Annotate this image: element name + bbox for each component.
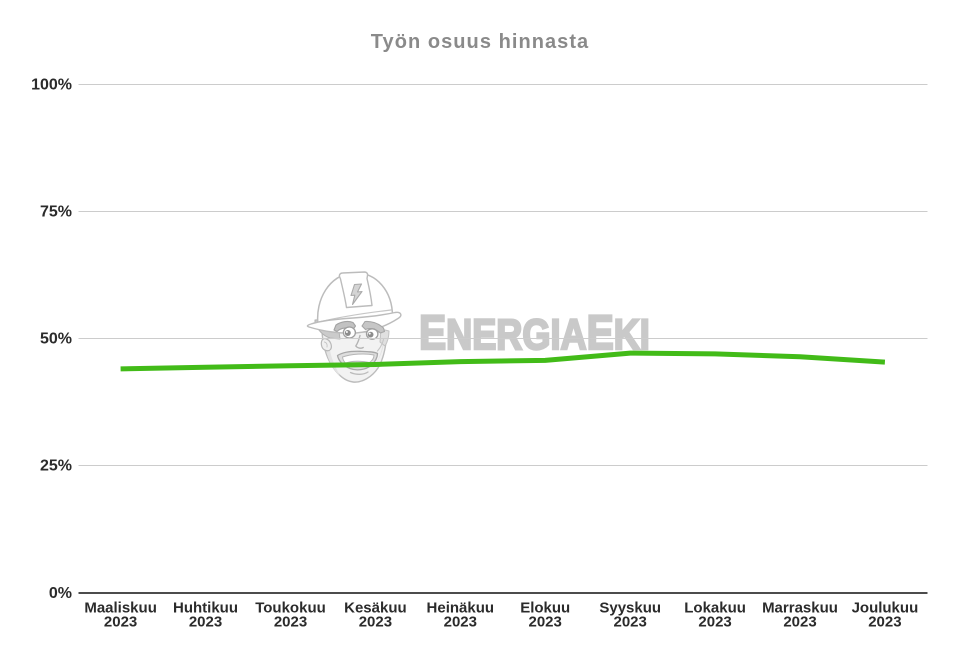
svg-text:2023: 2023 — [189, 614, 222, 631]
svg-text:Lokakuu: Lokakuu — [684, 600, 746, 617]
svg-text:2023: 2023 — [359, 614, 392, 631]
svg-text:Kesäkuu: Kesäkuu — [344, 600, 407, 617]
svg-text:2023: 2023 — [104, 614, 137, 631]
svg-text:Työn osuus hinnasta: Työn osuus hinnasta — [371, 31, 590, 53]
svg-text:100%: 100% — [31, 77, 72, 94]
svg-text:Maaliskuu: Maaliskuu — [84, 600, 157, 617]
svg-text:2023: 2023 — [698, 614, 731, 631]
svg-text:Huhtikuu: Huhtikuu — [173, 600, 238, 617]
svg-text:Joulukuu: Joulukuu — [852, 600, 919, 617]
svg-text:75%: 75% — [40, 204, 72, 221]
svg-text:2023: 2023 — [529, 614, 562, 631]
svg-text:0%: 0% — [49, 585, 72, 602]
svg-text:2023: 2023 — [274, 614, 307, 631]
svg-text:2023: 2023 — [783, 614, 816, 631]
svg-text:ENERGIAEKI: ENERGIAEKI — [419, 306, 650, 360]
svg-text:Elokuu: Elokuu — [520, 600, 570, 617]
svg-text:25%: 25% — [40, 458, 72, 475]
svg-text:Toukokuu: Toukokuu — [255, 600, 326, 617]
svg-text:Syyskuu: Syyskuu — [599, 600, 661, 617]
svg-text:Marraskuu: Marraskuu — [762, 600, 838, 617]
svg-text:2023: 2023 — [868, 614, 901, 631]
svg-text:50%: 50% — [40, 331, 72, 348]
svg-text:2023: 2023 — [444, 614, 477, 631]
svg-text:Heinäkuu: Heinäkuu — [427, 600, 495, 617]
svg-text:2023: 2023 — [614, 614, 647, 631]
